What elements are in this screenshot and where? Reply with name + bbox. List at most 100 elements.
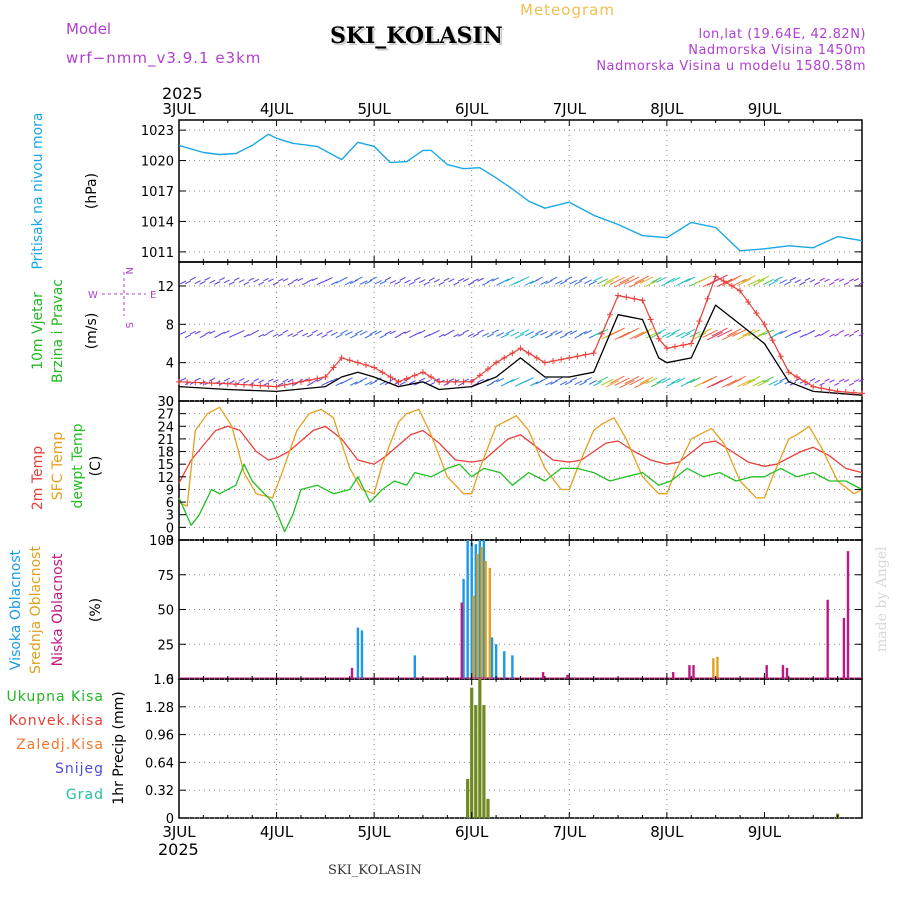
compass-east: E [150,290,156,301]
wind-arrow [428,277,436,282]
cloud-bar [494,644,498,679]
wind-arrow [477,277,485,282]
gust-marker [850,389,857,396]
y-tick-label: -3 [161,534,174,549]
wind-arrow [721,277,738,286]
gust-marker [606,311,613,318]
gust-marker [249,382,256,389]
wind-arrow [848,278,855,282]
wind-arrow [292,333,299,338]
gust-marker [216,380,223,387]
y-tick-label: 12 [157,280,174,295]
wind-arrow [354,329,363,335]
wind-arrow [564,330,573,335]
wind-arrow [458,277,465,282]
wind-arrow [550,276,558,281]
wind-arrow [287,333,294,337]
wind-arrow [579,330,588,336]
wind-arrow [477,378,485,383]
wind-arrow [554,330,563,336]
gust-marker [403,375,410,382]
gust-marker [745,298,752,305]
wind-arrow [472,278,480,283]
wind-arrow [228,380,235,384]
cloud-bar [360,630,364,679]
wind-arrow [496,377,505,383]
wind-arrow [374,280,382,285]
wind-arrow [656,377,666,384]
y-tick-label: 1.6 [153,673,174,688]
mid-cloud-label: Srednja Oblacnost [28,546,44,674]
low-cloud-label: Niska Oblacnost [50,553,66,666]
wind-arrow [453,333,460,338]
dew-temp-label: dewpt Temp [70,423,86,508]
wind-arrow [219,277,226,281]
wind-arrow [268,378,274,382]
wind-arrow [814,379,821,384]
wind-arrow [433,329,440,334]
wind-arrow [809,278,816,283]
wind-arrow [263,382,269,386]
pressure-title: Pritisak na nivou mora [30,112,46,269]
wind-arrow [732,329,747,337]
wind-arrow [330,331,338,336]
cloud-bar [846,551,850,679]
wind-arrow [335,381,343,387]
wind-arrow [530,381,539,387]
wind-arrow [721,332,738,341]
gust-marker [387,374,394,381]
wind-arrow [433,278,440,283]
wind-arrow [413,331,421,336]
gust-marker [224,380,231,387]
wind-arrow [448,329,455,334]
precip-legend-total: Ukupna Kisa [6,689,104,705]
gust-marker [671,343,678,350]
gust-marker [590,350,597,357]
gust-marker [468,378,475,385]
gust-marker [834,388,841,395]
wind-arrow [809,378,816,382]
wind-arrow [732,278,747,287]
gust-marker [281,382,288,389]
wind-arrow [354,276,363,282]
cloud-bar [460,602,463,679]
wind-arrow [651,277,662,283]
gust-marker [623,294,630,301]
wind-arrow [773,380,783,387]
wind-arrow [545,334,553,339]
wind-arrow [779,279,788,284]
wind-arrow [685,328,696,335]
wind-arrow [569,279,578,285]
wind-arrow [843,333,850,337]
y-tick-label: 50 [157,604,174,619]
gust-marker [541,359,548,366]
wind-arrow [742,328,756,337]
gust-marker [859,390,865,397]
wind-arrow [448,378,455,382]
cloud-bar [785,667,789,679]
wind-arrow [584,377,592,382]
precip-ylabel: 1hr Precip (mm) [111,691,127,804]
wind-arrow [540,377,548,382]
wind-arrow [661,280,671,287]
wind-arrow [491,329,499,334]
wind-arrow [554,280,563,285]
gust-marker [395,378,402,385]
y-tick-label: 1020 [141,155,174,170]
gust-marker [354,359,361,366]
wind-arrow [671,328,681,335]
watermark: made by Angel [874,546,890,652]
wind-arrow [326,329,333,334]
wind-arrow [779,377,788,382]
wind-arrow [784,380,792,385]
wind-arrow [789,331,797,336]
cloud-bar [842,617,846,679]
wind-arrow [238,377,245,382]
wind-arrow [559,280,568,285]
wind-arrow [593,380,603,387]
cloud-bar [541,672,545,679]
wind-arrow [550,330,558,335]
compass-south: S [123,322,134,328]
wind-arrow [311,329,318,334]
